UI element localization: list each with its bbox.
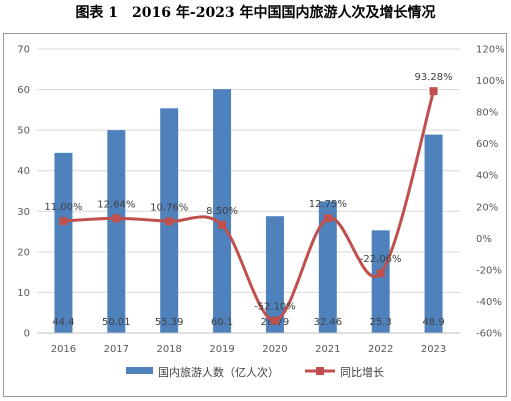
legend-line-marker	[316, 367, 324, 375]
bar-data-label: 55.39	[155, 317, 184, 328]
y-right-tick-label: 60%	[476, 139, 498, 150]
y-left-tick-label: 50	[17, 126, 30, 137]
y-left-tick-label: 30	[17, 207, 30, 218]
gridlines	[37, 48, 460, 334]
y-right-tick-label: 20%	[476, 202, 498, 213]
bar-data-label: 25.3	[370, 317, 392, 328]
bar-series	[54, 89, 443, 333]
bar	[213, 89, 232, 333]
legend-bar-label: 国内旅游人数（亿人次）	[158, 365, 279, 379]
growth-marker	[59, 216, 68, 225]
growth-data-label: 11.00%	[44, 202, 82, 213]
y-right-tick-label: 120%	[476, 45, 505, 56]
y-right-tick-label: 80%	[476, 108, 498, 119]
growth-data-label: 12.64%	[97, 199, 135, 210]
bar	[54, 152, 73, 333]
x-tick-label: 2018	[156, 344, 181, 355]
x-tick-label: 2020	[262, 344, 287, 355]
growth-data-label: 93.28%	[414, 72, 452, 83]
growth-data-label: -22.06%	[360, 254, 402, 265]
x-tick-label: 2023	[421, 344, 446, 355]
y-left-tick-label: 70	[17, 45, 30, 56]
y-right-tick-label: 40%	[476, 171, 498, 182]
growth-marker	[376, 269, 385, 278]
bar-data-label: 50.01	[102, 317, 131, 328]
y-right-tick-label: -40%	[476, 297, 502, 308]
y-right-tick-label: 0%	[476, 234, 492, 245]
bar-data-label: 44.4	[52, 317, 74, 328]
x-tick-label: 2017	[104, 344, 129, 355]
x-tick-label: 2016	[51, 344, 76, 355]
x-tick-label: 2021	[315, 344, 340, 355]
chart-title: 图表 1 2016 年-2023 年中国国内旅游人次及增长情况	[75, 5, 436, 21]
y-right-tick-label: -20%	[476, 265, 502, 276]
bar-data-label: 60.1	[211, 317, 233, 328]
growth-data-label: 10.76%	[150, 202, 188, 213]
legend-line-label: 同比增长	[340, 365, 384, 379]
growth-data-label: -52.10%	[254, 302, 296, 313]
bar	[107, 130, 126, 333]
growth-marker	[323, 214, 332, 223]
bar	[371, 230, 390, 333]
growth-marker	[218, 220, 227, 229]
chart-frame	[3, 33, 507, 397]
growth-marker	[429, 87, 438, 96]
x-tick-label: 2019	[209, 344, 234, 355]
growth-marker	[112, 214, 121, 223]
bar	[318, 201, 337, 333]
axes: 0 10 20 30 40 50 60 70 -60% -40% -20% 0% 20% 40% 60% 80…	[17, 45, 504, 356]
bar-data-label: 48.9	[422, 317, 444, 328]
line-series	[59, 87, 438, 325]
growth-data-label: 12.75%	[309, 199, 347, 210]
y-right-tick-label: -60%	[476, 329, 502, 340]
legend: 国内旅游人数（亿人次） 同比增长	[126, 365, 384, 379]
bar	[424, 134, 443, 333]
legend-bar-swatch	[126, 367, 153, 374]
y-left-tick-label: 40	[17, 166, 30, 177]
y-left-tick-label: 0	[24, 329, 30, 340]
bar-data-label: 32.46	[313, 317, 342, 328]
growth-marker	[270, 316, 279, 325]
y-right-tick-label: 100%	[476, 76, 505, 87]
x-tick-label: 2022	[368, 344, 393, 355]
y-left-tick-label: 10	[17, 288, 30, 299]
line-data-labels: 11.00% 12.64% 10.76% 8.50% -52.10% 12.75% -22.…	[44, 72, 452, 312]
y-left-tick-label: 60	[17, 85, 30, 96]
growth-marker	[165, 217, 174, 226]
y-left-tick-label: 20	[17, 247, 30, 258]
bar	[265, 216, 284, 333]
growth-data-label: 8.50%	[206, 206, 238, 217]
